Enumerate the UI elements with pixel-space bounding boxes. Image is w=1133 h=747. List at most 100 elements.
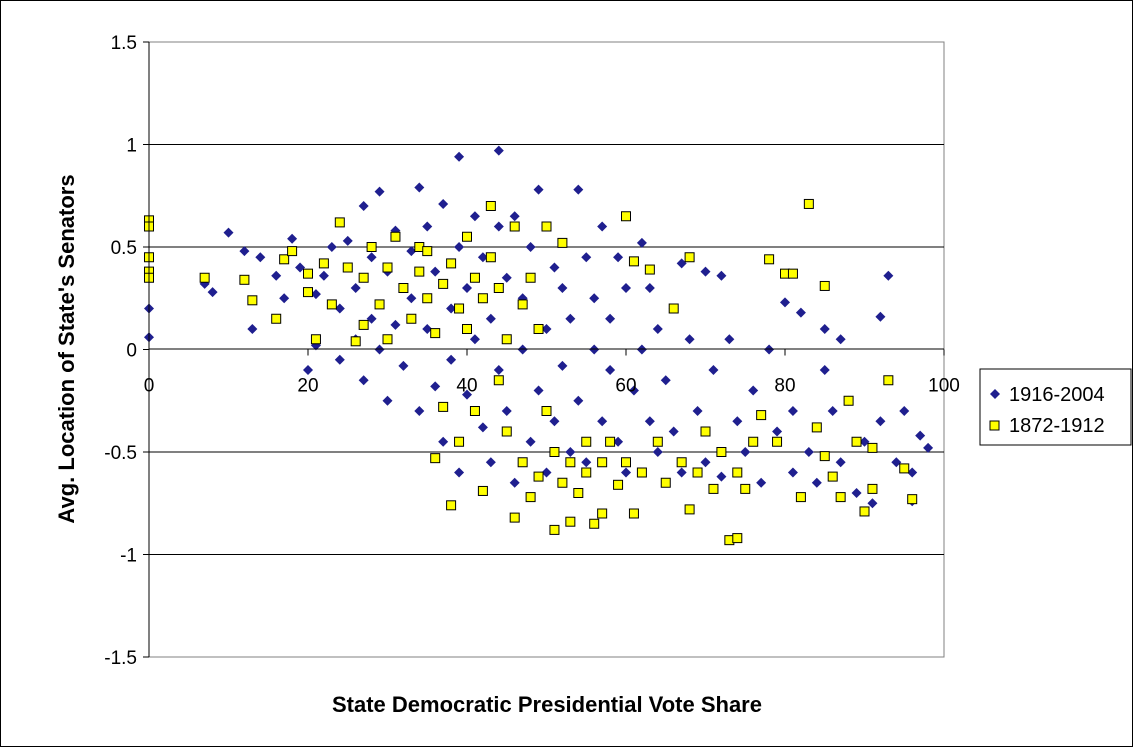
data-point-series-2 [469,272,480,283]
data-point-series-1 [787,467,798,478]
data-point-series-1 [390,319,401,330]
data-point-series-1 [811,477,822,488]
data-point-series-1 [795,307,806,318]
data-point-series-2 [199,272,210,283]
data-point-series-1 [565,313,576,324]
data-point-series-2 [414,266,425,277]
legend-box [979,368,1132,446]
data-point-series-1 [446,303,457,314]
data-point-series-1 [557,283,568,293]
data-point-series-1 [891,457,902,468]
data-point-series-2 [477,293,488,304]
data-point-series-1 [859,436,870,447]
data-point-series-2 [557,477,568,488]
data-point-series-1 [295,262,306,273]
data-point-series-2 [541,406,552,416]
y-tick-label: -0.5 [104,443,137,464]
data-point-series-2 [660,477,671,488]
data-point-series-2 [811,422,822,433]
data-point-series-1 [366,252,377,263]
data-point-series-2 [501,426,512,437]
data-point-series-1 [223,227,234,238]
data-point-series-1 [422,221,433,232]
data-point-series-2 [422,246,433,257]
data-point-series-2 [573,488,584,498]
data-point-series-1 [493,365,504,375]
data-point-series-1 [613,436,624,447]
data-point-series-1 [915,430,926,441]
data-point-series-1 [676,467,687,478]
data-point-series-2 [366,242,377,252]
data-point-series-1 [485,313,496,324]
data-point-series-2 [565,457,576,468]
data-point-series-1 [406,246,417,257]
data-point-series-2 [462,231,472,242]
data-point-series-1 [732,416,743,427]
data-point-series-2 [342,262,353,273]
data-point-series-2 [549,447,560,457]
data-point-series-2 [835,492,846,503]
legend: 1916-2004 1872-1912 [979,368,1132,446]
data-point-series-1 [708,365,719,375]
data-point-series-2 [454,303,465,314]
data-point-series-1 [350,283,361,293]
data-point-series-1 [716,471,727,482]
data-point-series-1 [660,375,671,386]
data-point-series-1 [438,198,449,209]
data-point-series-2 [239,274,250,285]
data-point-series-1 [597,416,608,427]
data-point-series-1 [374,186,385,197]
data-point-series-1 [740,447,751,457]
data-point-series-2 [684,252,695,263]
data-point-series-2 [462,324,472,334]
data-point-series-2 [692,467,703,478]
data-point-series-2 [390,231,401,242]
data-point-series-1 [644,283,655,293]
data-point-series-2 [398,283,409,293]
data-point-series-2 [350,336,361,347]
data-point-series-2 [446,500,457,511]
data-point-series-1 [684,334,695,345]
data-point-series-1 [652,447,663,457]
data-point-series-1 [469,334,480,345]
data-point-series-2 [668,303,679,314]
y-tick-label: 0 [126,341,137,362]
data-point-series-2 [525,272,536,283]
data-point-series-2 [621,211,631,222]
data-point-series-1 [565,447,576,457]
x-tick-label: 80 [774,376,795,397]
data-point-series-1 [454,467,465,478]
data-point-series-2 [454,436,465,447]
data-point-series-1 [613,252,624,263]
data-point-series-1 [573,395,584,406]
data-point-series-1 [477,252,488,263]
data-point-series-1 [780,297,790,308]
data-point-series-1 [835,457,846,468]
data-point-series-2 [287,246,298,257]
y-tick-label: 1.5 [111,33,137,54]
data-point-series-1 [875,311,886,322]
legend-item-series-2: 1872-1912 [989,415,1105,437]
data-point-series-1 [485,457,496,468]
data-point-series-1 [533,385,544,396]
data-point-series-1 [310,289,321,300]
data-point-series-1 [772,426,783,437]
data-point-series-1 [414,406,425,416]
y-tick-label: -1 [120,546,137,567]
x-axis-title: State Democratic Presidential Vote Share [332,692,762,717]
data-point-series-1 [525,242,536,252]
data-point-series-2 [477,485,488,496]
data-point-series-2 [700,426,711,437]
data-point-series-1 [652,324,663,334]
legend-label-series-2: 1872-1912 [1009,415,1105,437]
data-point-series-2 [509,512,520,523]
data-point-series-2 [684,504,695,515]
data-point-series-2 [772,436,783,447]
data-point-series-1 [581,252,592,263]
data-point-series-1 [406,293,417,304]
data-point-series-2 [740,483,751,494]
data-point-series-1 [509,477,520,488]
data-point-series-1 [541,324,552,334]
data-point-series-2 [605,436,616,447]
data-point-series-2 [422,293,433,304]
